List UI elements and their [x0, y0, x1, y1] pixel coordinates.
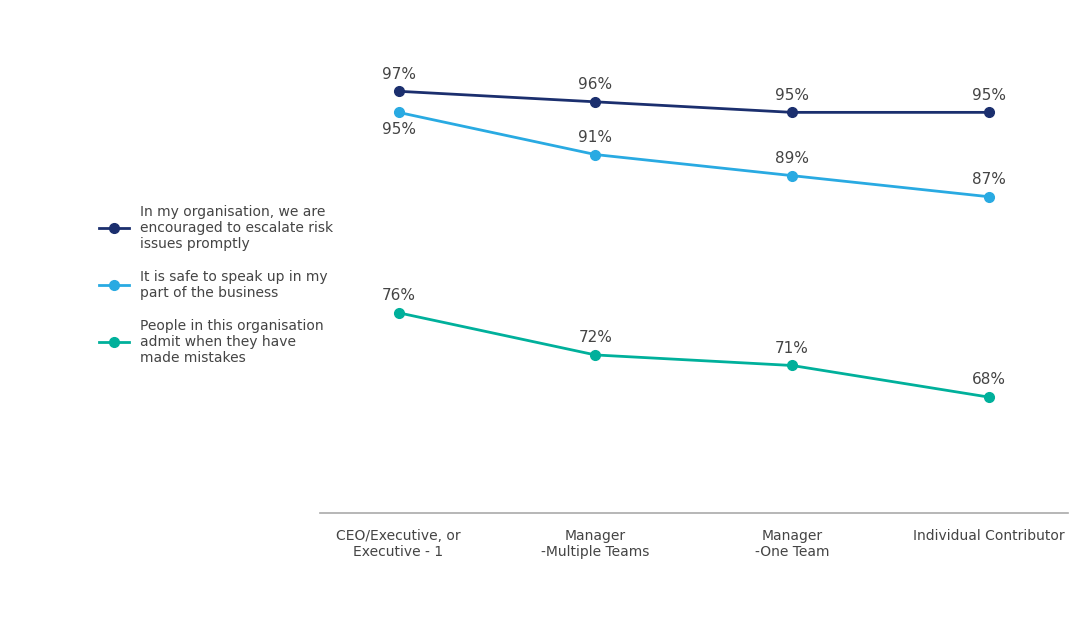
Text: 87%: 87%: [972, 172, 1006, 187]
Text: 76%: 76%: [382, 288, 415, 303]
Text: 72%: 72%: [579, 330, 612, 345]
Text: 91%: 91%: [579, 130, 612, 145]
Text: 71%: 71%: [775, 341, 809, 356]
Text: 96%: 96%: [578, 77, 612, 92]
Text: 95%: 95%: [775, 88, 809, 103]
Text: 68%: 68%: [972, 373, 1006, 388]
Text: 97%: 97%: [382, 67, 415, 81]
Text: 89%: 89%: [775, 151, 809, 166]
Text: 95%: 95%: [382, 122, 415, 137]
Legend: In my organisation, we are
encouraged to escalate risk
issues promptly, It is sa: In my organisation, we are encouraged to…: [99, 205, 334, 365]
Text: 95%: 95%: [972, 88, 1006, 103]
